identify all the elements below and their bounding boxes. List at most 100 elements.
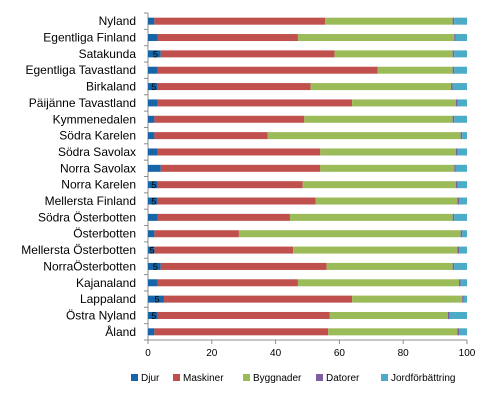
bar-segment-byggnader xyxy=(304,115,453,123)
bar-segment-jordförbättring xyxy=(459,197,467,205)
bar-value-label: 5 xyxy=(151,180,156,190)
bar-segment-djur xyxy=(148,197,158,205)
bar-segment-maskiner xyxy=(157,197,316,205)
category-label: Norra Savolax xyxy=(60,161,136,175)
bar-segment-maskiner xyxy=(154,230,239,238)
category-label: Södra Österbotten xyxy=(38,210,136,224)
bar-segment-byggnader xyxy=(293,246,458,254)
bar-segment-byggnader xyxy=(315,197,458,205)
category-label: Birkaland xyxy=(86,80,136,94)
bar-segment-jordförbättring xyxy=(454,262,467,270)
bar-value-label: 5 xyxy=(151,311,156,321)
bar-segment-datorer xyxy=(452,66,455,74)
bar-value-label: 5 xyxy=(153,262,158,272)
bar-segment-maskiner xyxy=(157,34,298,42)
bar-segment-maskiner xyxy=(157,148,321,156)
x-tick-label: 20 xyxy=(206,348,218,359)
bar-segment-djur xyxy=(148,34,158,42)
category-label: Satakunda xyxy=(79,47,137,61)
bar-segment-byggnader xyxy=(329,311,448,319)
bar-segment-datorer xyxy=(459,279,461,287)
bar-segment-maskiner xyxy=(157,66,378,74)
legend-label: Datorer xyxy=(326,373,360,384)
x-tick-label: 60 xyxy=(334,348,346,359)
category-label: Nyland xyxy=(99,14,136,28)
bar-segment-byggnader xyxy=(352,99,456,107)
bar-segment-datorer xyxy=(452,115,455,123)
bar-segment-jordförbättring xyxy=(454,115,467,123)
bar-segment-byggnader xyxy=(310,83,452,91)
legend-label: Jordförbättring xyxy=(391,373,455,384)
bar-segment-maskiner xyxy=(157,99,353,107)
bar-segment-maskiner xyxy=(154,17,326,25)
x-tick-label: 100 xyxy=(459,348,476,359)
bar-value-label: 5 xyxy=(151,82,156,92)
bar-segment-maskiner xyxy=(160,164,321,172)
bar-segment-byggnader xyxy=(238,230,461,238)
bar-segment-maskiner xyxy=(157,181,303,189)
category-label: Södra Karelen xyxy=(59,129,136,143)
bar-segment-djur xyxy=(148,115,155,123)
bar-segment-djur xyxy=(148,50,161,58)
category-label: Mellersta Österbotten xyxy=(21,243,136,257)
bar-segment-datorer xyxy=(455,148,458,156)
category-label: Päijänne Tavastland xyxy=(29,96,136,110)
bar-segment-jordförbättring xyxy=(459,328,467,336)
bar-segment-djur xyxy=(148,213,158,221)
bar-segment-jordförbättring xyxy=(459,246,467,254)
bar-segment-datorer xyxy=(455,181,458,189)
bar-segment-maskiner xyxy=(154,328,329,336)
bar-segment-maskiner xyxy=(163,295,353,303)
bar-value-label: 5 xyxy=(150,246,155,256)
bar-segment-byggnader xyxy=(297,279,460,287)
x-tick-label: 40 xyxy=(270,348,282,359)
bar-segment-jordförbättring xyxy=(460,279,467,287)
bar-segment-jordförbättring xyxy=(455,34,467,42)
legend-swatch-jordförbättring xyxy=(381,374,388,381)
bar-segment-jordförbättring xyxy=(457,148,467,156)
bar-segment-jordförbättring xyxy=(454,17,467,25)
x-tick-label: 0 xyxy=(145,348,151,359)
bar-segment-maskiner xyxy=(160,50,335,58)
bar-segment-maskiner xyxy=(157,279,298,287)
bar-segment-datorer xyxy=(460,132,463,140)
bar-segment-jordförbättring xyxy=(452,83,467,91)
legend-label: Maskiner xyxy=(183,373,224,384)
bar-segment-djur xyxy=(148,164,161,172)
category-label: Egentliga Tavastland xyxy=(25,63,136,77)
bar-segment-maskiner xyxy=(154,132,268,140)
bar-segment-djur xyxy=(148,17,155,25)
bar-segment-djur xyxy=(148,230,155,238)
legend-swatch-byggnader xyxy=(243,374,250,381)
legend-label: Byggnader xyxy=(253,373,302,384)
bar-segment-datorer xyxy=(452,17,455,25)
category-label: Kajanaland xyxy=(76,276,136,290)
bar-segment-maskiner xyxy=(157,213,290,221)
bar-segment-djur xyxy=(148,148,158,156)
bar-segment-maskiner xyxy=(154,246,294,254)
bar-segment-byggnader xyxy=(326,262,453,270)
bar-segment-jordförbättring xyxy=(462,230,467,238)
bar-segment-djur xyxy=(148,132,155,140)
bar-segment-jordförbättring xyxy=(457,181,467,189)
category-label: Mellersta Finland xyxy=(45,194,136,208)
bar-segment-byggnader xyxy=(325,17,453,25)
bar-segment-byggnader xyxy=(302,181,456,189)
bar-segment-jordförbättring xyxy=(462,132,467,140)
bar-segment-djur xyxy=(148,83,158,91)
bar-segment-datorer xyxy=(452,50,455,58)
category-label: Österbotten xyxy=(73,227,136,241)
bar-segment-djur xyxy=(148,328,155,336)
bar-segment-datorer xyxy=(457,246,460,254)
bar-segment-byggnader xyxy=(320,148,456,156)
bar-segment-maskiner xyxy=(157,311,330,319)
bar-segment-datorer xyxy=(451,83,453,91)
bar-segment-datorer xyxy=(452,213,455,221)
bar-segment-datorer xyxy=(457,328,460,336)
category-label: Östra Nyland xyxy=(66,308,136,322)
category-label: Egentliga Finland xyxy=(43,31,136,45)
bar-segment-datorer xyxy=(454,164,456,172)
bar-segment-byggnader xyxy=(297,34,455,42)
bar-segment-djur xyxy=(148,311,158,319)
